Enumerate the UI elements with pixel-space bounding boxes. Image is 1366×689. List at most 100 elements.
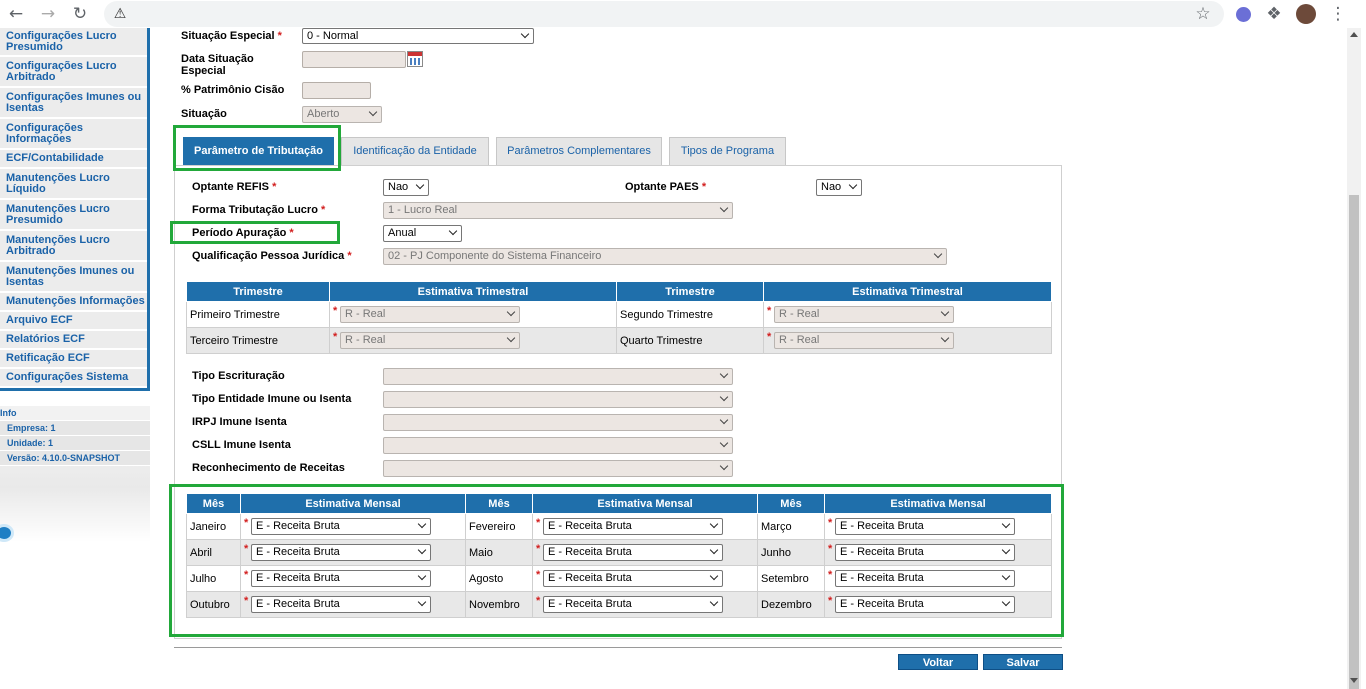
sidebar-item-manut-lucro-arbitrado[interactable]: Manutenções Lucro Arbitrado bbox=[0, 231, 147, 262]
mensal-select[interactable]: E - Receita Bruta bbox=[543, 570, 723, 587]
mensal-select[interactable]: E - Receita Bruta bbox=[543, 596, 723, 613]
info-unidade: Unidade: 1 bbox=[0, 436, 150, 451]
scroll-up-icon[interactable] bbox=[1350, 32, 1358, 37]
qualificacao-select[interactable]: 02 - PJ Componente do Sistema Financeiro bbox=[383, 248, 947, 265]
tipo-entidade-label: Tipo Entidade Imune ou Isenta bbox=[192, 393, 352, 405]
csll-imune-label: CSLL Imune Isenta bbox=[192, 439, 291, 451]
divider bbox=[174, 647, 1062, 648]
arrow-left-icon[interactable]: ← bbox=[8, 4, 24, 24]
arrow-right-icon[interactable]: → bbox=[40, 4, 56, 24]
mes-label: Setembro bbox=[757, 565, 825, 592]
data-situacao-label: Data Situação Especial bbox=[181, 53, 254, 77]
sidebar-item-manut-lucro-liquido[interactable]: Manutenções Lucro Líquido bbox=[0, 169, 147, 200]
tab-parametro-tributacao[interactable]: Parâmetro de Tributação bbox=[183, 137, 334, 165]
sidebar-item-config-sistema[interactable]: Configurações Sistema bbox=[0, 369, 147, 388]
mes-label: Novembro bbox=[465, 591, 533, 618]
mensal-header: Estimativa Mensal bbox=[532, 493, 758, 514]
trimestre-select[interactable]: R - Real bbox=[340, 306, 520, 323]
sidebar-item-config-lucro-arbitrado[interactable]: Configurações Lucro Arbitrado bbox=[0, 57, 147, 88]
mensal-select[interactable]: E - Receita Bruta bbox=[543, 518, 723, 535]
trimestral-header: Estimativa Trimestral bbox=[763, 281, 1052, 302]
tipo-entidade-select[interactable] bbox=[383, 391, 733, 408]
table-cell: * E - Receita Bruta bbox=[532, 539, 758, 566]
sidebar-item-arquivo-ecf[interactable]: Arquivo ECF bbox=[0, 312, 147, 331]
optante-paes-label: Optante PAES * bbox=[625, 181, 707, 193]
data-situacao-input[interactable] bbox=[302, 51, 406, 68]
table-cell: * E - Receita Bruta bbox=[240, 591, 466, 618]
periodo-apuracao-label: Período Apuração * bbox=[192, 227, 294, 239]
reconhecimento-receitas-label: Reconhecimento de Receitas bbox=[192, 462, 345, 474]
mensal-select[interactable]: E - Receita Bruta bbox=[251, 570, 431, 587]
patrimonio-cisao-label: % Patrimônio Cisão bbox=[181, 84, 285, 96]
highlight-mensal-box bbox=[169, 484, 1064, 637]
optante-refis-select[interactable]: Nao bbox=[383, 179, 429, 196]
mensal-select[interactable]: E - Receita Bruta bbox=[251, 544, 431, 561]
reconhecimento-receitas-select[interactable] bbox=[383, 460, 733, 477]
mensal-header: Mês bbox=[186, 493, 241, 514]
mensal-select[interactable]: E - Receita Bruta bbox=[835, 544, 1015, 561]
mes-label: Abril bbox=[186, 539, 241, 566]
patrimonio-cisao-input[interactable] bbox=[302, 82, 371, 99]
warning-icon[interactable]: ⚠ bbox=[113, 6, 127, 22]
mensal-select[interactable]: E - Receita Bruta bbox=[251, 518, 431, 535]
address-bar[interactable]: ⚠ bbox=[104, 1, 1224, 27]
sidebar-item-manut-lucro-presumido[interactable]: Manutenções Lucro Presumido bbox=[0, 200, 147, 231]
table-cell: * E - Receita Bruta bbox=[824, 591, 1052, 618]
periodo-apuracao-select[interactable]: Anual bbox=[383, 225, 462, 242]
sidebar-item-manut-informacoes[interactable]: Manutenções Informações bbox=[0, 293, 147, 312]
highlight-tab-box bbox=[173, 125, 341, 171]
table-row: Outubro * E - Receita Bruta Novembro * E -… bbox=[186, 591, 1052, 618]
situacao-especial-select[interactable]: 0 - Normal bbox=[302, 28, 534, 44]
table-cell: * R - Real bbox=[763, 301, 1052, 328]
sidebar-item-config-informacoes[interactable]: Configurações Informações bbox=[0, 119, 147, 150]
trimestre-select[interactable]: R - Real bbox=[774, 306, 954, 323]
bookmark-star-icon[interactable]: ☆ bbox=[1195, 4, 1211, 24]
sidebar-info: Info Empresa: 1 Unidade: 1 Versão: 4.10.… bbox=[0, 406, 150, 542]
mensal-header: Mês bbox=[757, 493, 825, 514]
scroll-thumb[interactable] bbox=[1349, 195, 1359, 689]
avatar[interactable] bbox=[1296, 4, 1316, 24]
sidebar-item-config-imunes-isentas[interactable]: Configurações Imunes ou Isentas bbox=[0, 88, 147, 119]
extension-check-icon[interactable] bbox=[1233, 4, 1253, 24]
puzzle-icon[interactable]: ❖ bbox=[1266, 4, 1282, 24]
situacao-select[interactable]: Aberto bbox=[302, 106, 382, 123]
mensal-header: Estimativa Mensal bbox=[240, 493, 466, 514]
info-empresa: Empresa: 1 bbox=[0, 421, 150, 436]
voltar-button[interactable]: Voltar bbox=[898, 654, 978, 670]
tab-tipos-programa[interactable]: Tipos de Programa bbox=[669, 137, 786, 165]
optante-refis-label: Optante REFIS * bbox=[192, 181, 277, 193]
irpj-imune-label: IRPJ Imune Isenta bbox=[192, 416, 287, 428]
tab-parametros-complementares[interactable]: Parâmetros Complementares bbox=[496, 137, 662, 165]
optante-paes-select[interactable]: Nao bbox=[816, 179, 862, 196]
mensal-select[interactable]: E - Receita Bruta bbox=[835, 570, 1015, 587]
tab-identificacao-entidade[interactable]: Identificação da Entidade bbox=[341, 137, 489, 165]
scroll-down-icon[interactable] bbox=[1350, 678, 1358, 683]
tipo-escrituracao-select[interactable] bbox=[383, 368, 733, 385]
csll-imune-select[interactable] bbox=[383, 437, 733, 454]
mensal-table: Mês Estimativa Mensal Mês Estimativa Men… bbox=[186, 493, 1052, 618]
mensal-select[interactable]: E - Receita Bruta bbox=[835, 596, 1015, 613]
mensal-select[interactable]: E - Receita Bruta bbox=[835, 518, 1015, 535]
mes-label: Janeiro bbox=[186, 513, 241, 540]
mensal-select[interactable]: E - Receita Bruta bbox=[251, 596, 431, 613]
scrollbar[interactable] bbox=[1347, 28, 1361, 689]
mes-label: Dezembro bbox=[757, 591, 825, 618]
reload-icon[interactable]: ↻ bbox=[72, 4, 88, 24]
more-menu-icon[interactable]: ⋮ bbox=[1329, 4, 1347, 24]
trimestre-select[interactable]: R - Real bbox=[340, 332, 520, 349]
trimestral-table: Trimestre Estimativa Trimestral Trimestr… bbox=[186, 281, 1052, 354]
sidebar-item-manut-imunes-isentas[interactable]: Manutenções Imunes ou Isentas bbox=[0, 262, 147, 293]
salvar-button[interactable]: Salvar bbox=[983, 654, 1063, 670]
trimestre-label: Terceiro Trimestre bbox=[186, 327, 330, 354]
mensal-select[interactable]: E - Receita Bruta bbox=[543, 544, 723, 561]
sidebar-item-retificacao-ecf[interactable]: Retificação ECF bbox=[0, 350, 147, 369]
highlight-periodo-box bbox=[170, 221, 340, 244]
calendar-icon[interactable] bbox=[407, 51, 423, 67]
sidebar-item-ecf-contabilidade[interactable]: ECF/Contabilidade bbox=[0, 150, 147, 169]
sidebar-item-relatorios-ecf[interactable]: Relatórios ECF bbox=[0, 331, 147, 350]
sidebar-item-config-lucro-presumido[interactable]: Configurações Lucro Presumido bbox=[0, 28, 147, 57]
trimestre-select[interactable]: R - Real bbox=[774, 332, 954, 349]
irpj-imune-select[interactable] bbox=[383, 414, 733, 431]
info-versao: Versão: 4.10.0-SNAPSHOT bbox=[0, 451, 150, 466]
forma-tributacao-select[interactable]: 1 - Lucro Real bbox=[383, 202, 733, 219]
